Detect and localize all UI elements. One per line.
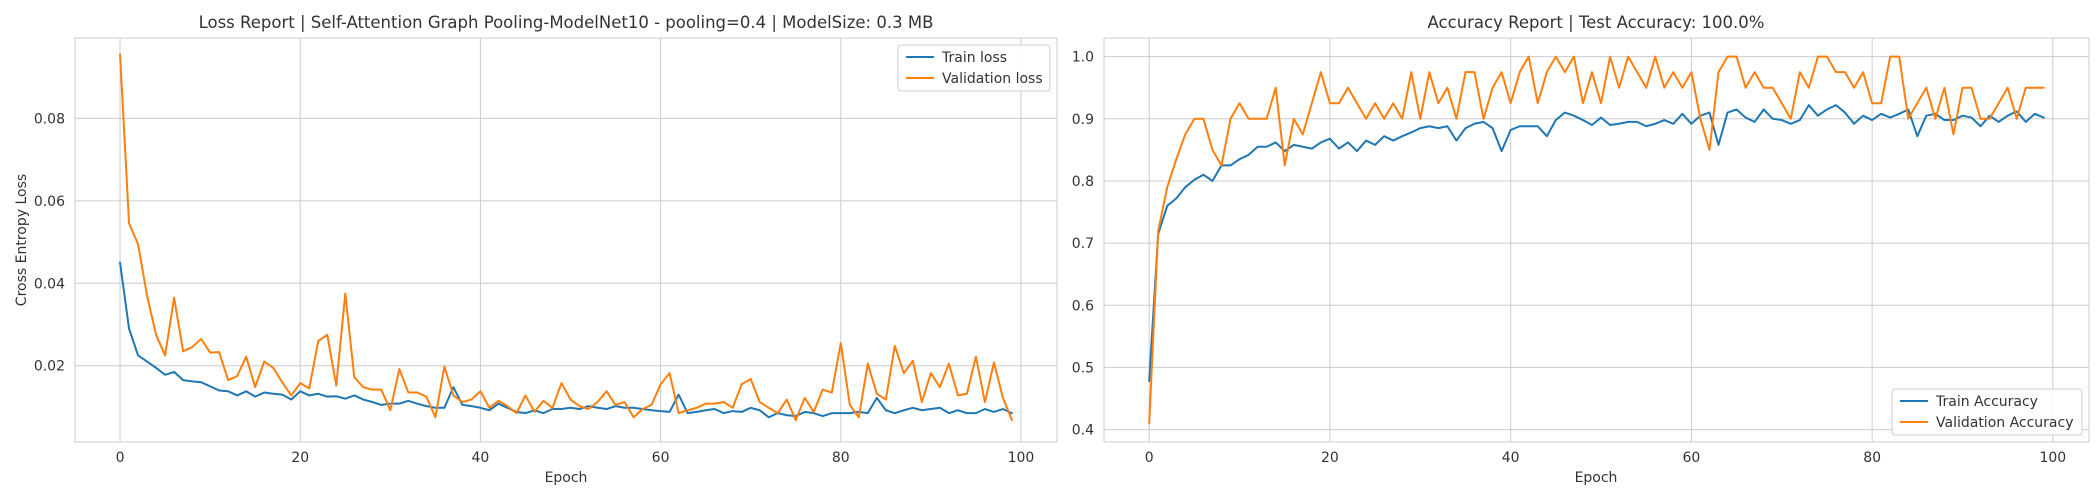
accuracy-grid [1104, 38, 2089, 442]
loss-y-tick-label: 0.08 [34, 111, 65, 127]
loss-legend-validation-label: Validation loss [942, 71, 1043, 87]
accuracy-legend-train-label: Train Accuracy [1935, 394, 2038, 410]
loss-x-tick-label: 60 [652, 450, 670, 466]
loss-legend: Train loss Validation loss [897, 44, 1051, 92]
accuracy-x-axis-label: Epoch [1575, 470, 1618, 486]
loss-x-tick-label: 80 [832, 450, 850, 466]
loss-chart: 0 20 40 60 80 100 0.02 0.04 0.06 0.08 Loss Report… [14, 13, 1058, 486]
accuracy-y-tick-label: 0.4 [1072, 423, 1094, 439]
accuracy-legend: Train Accuracy Validation Accuracy [1891, 388, 2083, 436]
loss-series [119, 53, 1013, 422]
accuracy-chart-title: Accuracy Report | Test Accuracy: 100.0% [1428, 13, 1765, 32]
accuracy-y-tick-label: 1.0 [1072, 50, 1094, 66]
loss-legend-box [897, 44, 1051, 92]
accuracy-y-tick-label: 0.9 [1072, 112, 1094, 128]
loss-validation-line [119, 53, 1013, 422]
accuracy-series [1148, 55, 2045, 425]
loss-y-axis-label: Cross Entropy Loss [14, 174, 30, 306]
loss-x-axis-label: Epoch [545, 470, 588, 486]
accuracy-x-tick-label: 20 [1321, 450, 1339, 466]
loss-x-tick-label: 100 [1008, 450, 1035, 466]
loss-x-tick-label: 20 [291, 450, 309, 466]
loss-train-line [119, 261, 1013, 419]
loss-chart-title: Loss Report | Self-Attention Graph Pooli… [199, 13, 934, 32]
accuracy-legend-validation-label: Validation Accuracy [1936, 415, 2074, 431]
accuracy-ticks: 0 20 40 60 80 100 0.4 0.5 0.6 0.7 0.8 0.9 1.0 [1072, 50, 2066, 466]
loss-x-tick-label: 0 [116, 450, 125, 466]
loss-legend-train-label: Train loss [941, 50, 1007, 66]
accuracy-x-tick-label: 40 [1502, 450, 1520, 466]
accuracy-validation-line [1148, 55, 2045, 425]
loss-grid [75, 38, 1057, 442]
accuracy-y-tick-label: 0.8 [1072, 174, 1094, 190]
accuracy-y-tick-label: 0.7 [1072, 236, 1094, 252]
loss-y-tick-label: 0.04 [34, 276, 65, 292]
loss-y-tick-label: 0.06 [34, 194, 65, 210]
loss-ticks: 0 20 40 60 80 100 0.02 0.04 0.06 0.08 [34, 111, 1035, 466]
accuracy-x-tick-label: 100 [2039, 450, 2066, 466]
accuracy-y-tick-label: 0.5 [1072, 360, 1094, 376]
loss-x-tick-label: 40 [471, 450, 489, 466]
loss-plot-area [74, 37, 1058, 443]
accuracy-chart: 0 20 40 60 80 100 0.4 0.5 0.6 0.7 0.8 0.9 1.0 Accura… [1072, 13, 2090, 486]
loss-y-tick-label: 0.02 [34, 359, 65, 375]
accuracy-x-tick-label: 60 [1682, 450, 1700, 466]
accuracy-legend-box [1891, 388, 2083, 436]
accuracy-plot-area [1103, 37, 2090, 443]
accuracy-x-tick-label: 80 [1863, 450, 1881, 466]
accuracy-y-tick-label: 0.6 [1072, 298, 1094, 314]
accuracy-x-tick-label: 0 [1145, 450, 1154, 466]
accuracy-train-line [1148, 104, 2045, 383]
